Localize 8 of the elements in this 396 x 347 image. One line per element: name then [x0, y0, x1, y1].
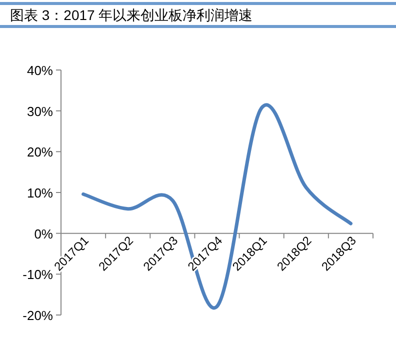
y-tick-label: 0%: [34, 226, 54, 242]
y-tick-label: 30%: [26, 104, 54, 119]
y-tick-label: -10%: [22, 267, 54, 282]
y-tick-label: 10%: [26, 186, 54, 200]
chart-title: 图表 3：2017 年以来创业板净利润增速: [10, 7, 253, 23]
y-tick-label: 20%: [26, 144, 54, 160]
y-tick-label: 40%: [26, 63, 54, 78]
y-tick-label: -20%: [22, 308, 54, 323]
